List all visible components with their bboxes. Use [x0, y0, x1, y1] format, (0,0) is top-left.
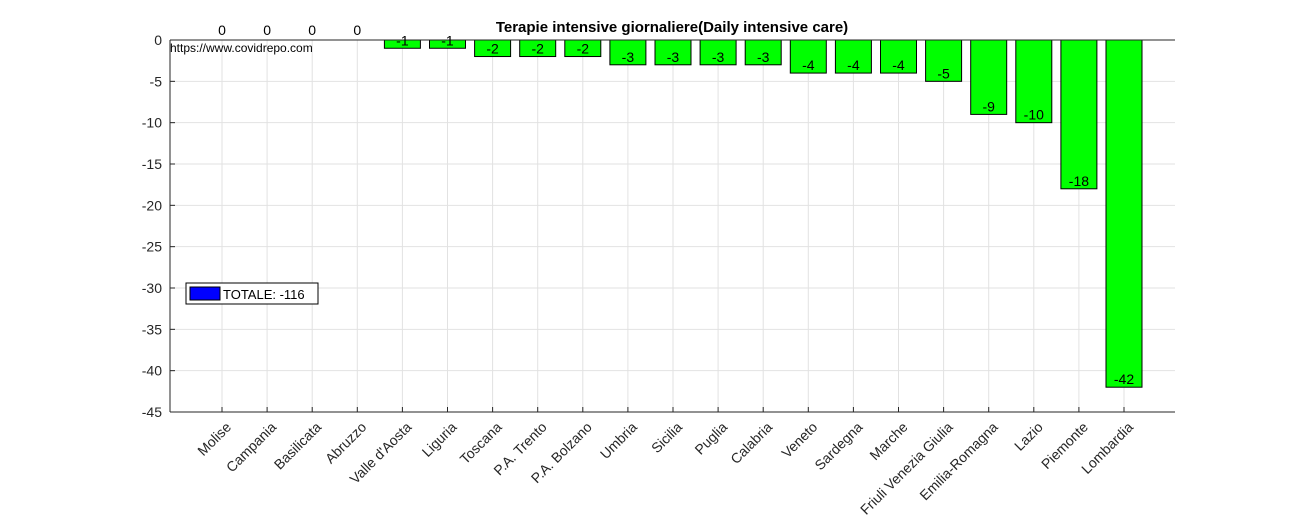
y-tick-label: -30: [142, 280, 162, 296]
bar: [1060, 39, 1098, 190]
y-tick-label: -10: [142, 115, 162, 131]
grid: [170, 39, 1175, 413]
bar-value-label: 0: [353, 22, 361, 38]
bar-value-label: -3: [622, 49, 635, 65]
chart-title: Terapie intensive giornaliere(Daily inte…: [496, 19, 848, 36]
bar: [880, 39, 917, 74]
x-tick-label: Molise: [194, 419, 234, 459]
x-tick-label: Umbria: [597, 419, 640, 462]
x-tick-label: Campania: [223, 419, 280, 476]
bar-value-label: -4: [847, 57, 860, 73]
y-tick-label: -45: [142, 404, 162, 420]
legend-swatch: [189, 286, 221, 301]
y-tick-label: -40: [142, 363, 162, 379]
bar-value-label: -1: [441, 32, 454, 48]
y-tick-label: -20: [142, 197, 162, 213]
bar-value-label: 0: [308, 22, 316, 38]
bar-value-label: -5: [937, 65, 950, 81]
y-tick-label: 0: [154, 32, 162, 48]
y-tick-label: -35: [142, 321, 162, 337]
x-tick-label: Puglia: [691, 419, 730, 458]
bar-value-label: -3: [667, 49, 680, 65]
bar-value-label: -4: [802, 57, 815, 73]
bar: [970, 39, 1008, 115]
legend-label: TOTALE: -116: [223, 287, 305, 302]
bar-value-label: -3: [712, 49, 725, 65]
x-tick-label: Veneto: [778, 419, 820, 461]
bar-value-label: -18: [1069, 173, 1089, 189]
bar-value-label: -9: [982, 98, 995, 114]
x-tick-label: Sicilia: [648, 419, 685, 456]
bar-value-label: -2: [531, 41, 544, 57]
bar: [789, 39, 827, 74]
bar-value-label: -1: [396, 32, 409, 48]
bar: [925, 39, 963, 82]
bar-value-label: 0: [263, 22, 271, 38]
bars: [383, 39, 1143, 388]
source-label: https://www.covidrepo.com: [170, 41, 313, 55]
bar-value-label: -4: [892, 57, 905, 73]
x-tick-label: Liguria: [419, 419, 460, 460]
x-tick-label: Lazio: [1011, 419, 1046, 454]
x-tick-label: Emilia-Romagna: [916, 419, 1001, 504]
y-tick-label: -25: [142, 239, 162, 255]
y-tick-label: -15: [142, 156, 162, 172]
x-tick-label: Calabria: [727, 419, 775, 467]
legend: TOTALE: -116: [185, 282, 319, 305]
bar: [1015, 39, 1053, 124]
bar-value-label: -42: [1114, 371, 1134, 387]
x-tick-label: Sardegna: [811, 419, 865, 473]
bar-value-label: -3: [757, 49, 770, 65]
bar-value-label: 0: [218, 22, 226, 38]
axes: [169, 39, 1175, 413]
bar: [834, 39, 872, 74]
bar: [609, 39, 647, 66]
x-tick-label: Marche: [866, 419, 910, 463]
y-tick-label: -5: [150, 73, 163, 89]
bar-value-label: -10: [1024, 107, 1044, 123]
bar: [654, 39, 692, 66]
bar: [1105, 39, 1143, 388]
bar-value-label: -2: [577, 41, 590, 57]
bar: [699, 39, 737, 66]
x-tick-label: Basilicata: [271, 419, 325, 473]
bar-value-label: -2: [486, 41, 499, 57]
